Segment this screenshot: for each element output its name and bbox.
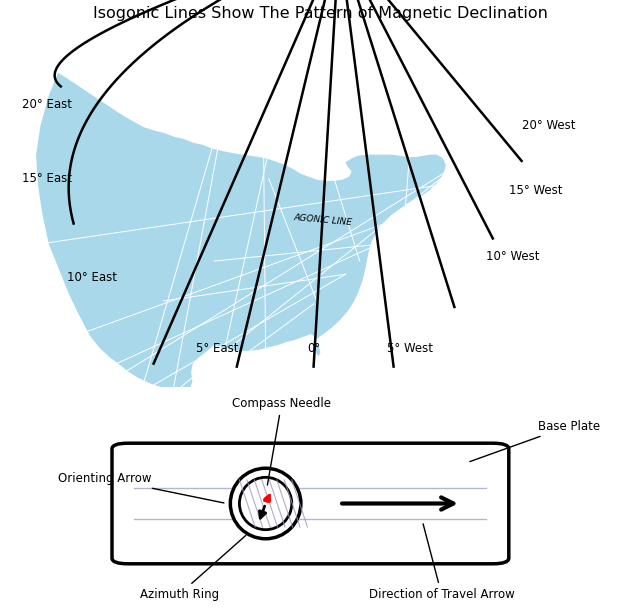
- Text: 15° West: 15° West: [509, 184, 563, 197]
- FancyBboxPatch shape: [112, 443, 509, 564]
- Ellipse shape: [230, 468, 301, 539]
- Polygon shape: [35, 71, 447, 395]
- Text: 10° East: 10° East: [67, 271, 117, 284]
- Text: 15° East: 15° East: [22, 172, 72, 185]
- Text: Orienting Arrow: Orienting Arrow: [58, 472, 224, 503]
- Text: 20° East: 20° East: [22, 98, 72, 111]
- Text: 5° East: 5° East: [196, 342, 239, 355]
- Text: Azimuth Ring: Azimuth Ring: [140, 535, 246, 601]
- Text: Direction of Travel Arrow: Direction of Travel Arrow: [369, 524, 515, 601]
- Ellipse shape: [239, 477, 292, 530]
- Text: Base Plate: Base Plate: [470, 419, 600, 462]
- Text: Isogonic Lines Show The Pattern of Magnetic Declination: Isogonic Lines Show The Pattern of Magne…: [93, 6, 547, 21]
- Text: 0°: 0°: [307, 342, 320, 355]
- Text: 20° West: 20° West: [522, 119, 575, 132]
- Text: 10° West: 10° West: [486, 250, 540, 263]
- Text: Compass Needle: Compass Needle: [232, 397, 331, 485]
- Text: 5° West: 5° West: [387, 342, 433, 355]
- Text: AGONIC LINE: AGONIC LINE: [294, 213, 353, 228]
